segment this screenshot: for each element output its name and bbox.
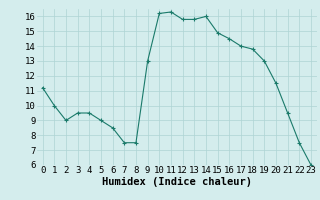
X-axis label: Humidex (Indice chaleur): Humidex (Indice chaleur)	[102, 177, 252, 187]
